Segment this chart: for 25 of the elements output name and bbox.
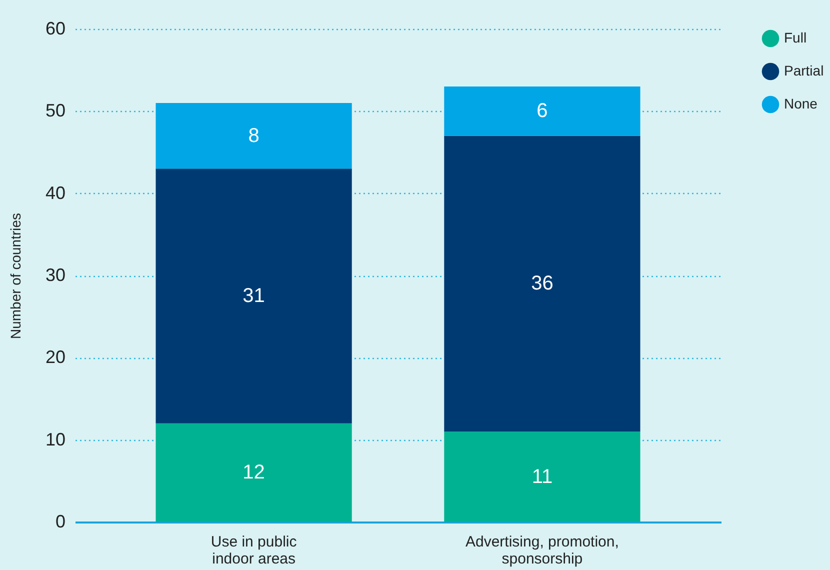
data-label: 36 (531, 272, 554, 295)
y-tick-label: 10 (45, 429, 66, 450)
data-label: 11 (532, 466, 553, 488)
x-tick-label: Advertising, promotion, sponsorship (465, 534, 619, 568)
data-label: 6 (536, 100, 548, 122)
bar (156, 423, 352, 522)
x-tick-label: Use in public indoor areas (210, 534, 298, 568)
legend-label: None (784, 96, 818, 112)
bar (444, 432, 640, 522)
y-tick-label: 20 (45, 347, 66, 368)
data-label: 12 (242, 462, 265, 484)
data-label: 31 (242, 285, 265, 308)
legend-label: Partial (784, 62, 824, 78)
y-tick-label: 60 (45, 18, 66, 38)
bar (156, 168, 352, 424)
bar (444, 136, 640, 432)
legend-label: Full (784, 30, 807, 46)
bar (156, 102, 352, 169)
y-axis-title: Number of countries (7, 212, 24, 340)
y-tick-label: 30 (45, 265, 66, 285)
y-tick-label: 0 (55, 512, 66, 532)
y-tick-label: 40 (45, 182, 66, 203)
y-tick-label: 50 (45, 100, 66, 121)
data-label: 8 (248, 124, 260, 147)
bar (444, 86, 640, 136)
